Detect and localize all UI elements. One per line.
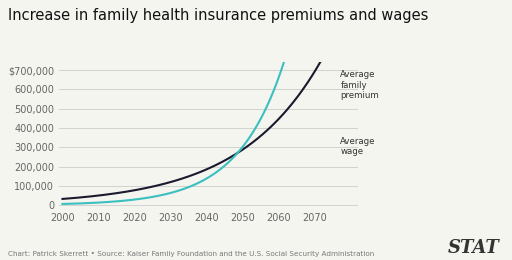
Text: Average
family
premium: Average family premium bbox=[340, 70, 379, 100]
Text: Average
wage: Average wage bbox=[340, 137, 376, 156]
Text: Chart: Patrick Skerrett • Source: Kaiser Family Foundation and the U.S. Social S: Chart: Patrick Skerrett • Source: Kaiser… bbox=[8, 251, 374, 257]
Text: STAT: STAT bbox=[447, 239, 499, 257]
Text: Increase in family health insurance premiums and wages: Increase in family health insurance prem… bbox=[8, 8, 428, 23]
